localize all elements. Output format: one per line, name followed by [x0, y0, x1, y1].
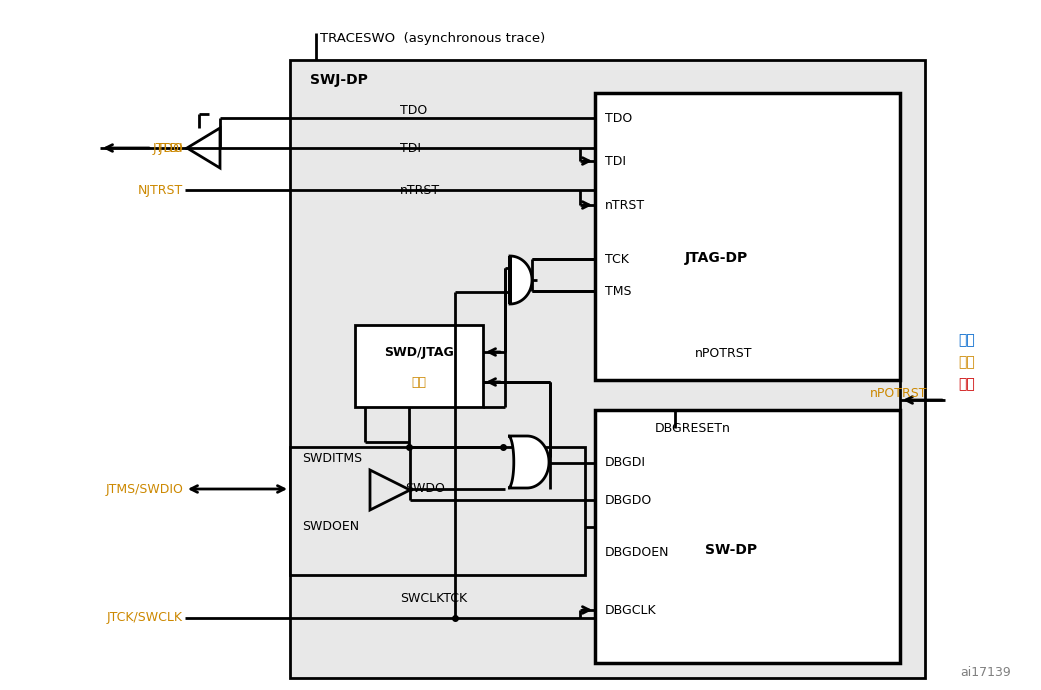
Text: 复位: 复位	[958, 377, 974, 391]
Text: nTRST: nTRST	[605, 199, 645, 212]
Text: JTAG-DP: JTAG-DP	[685, 251, 748, 265]
Text: DBGDOEN: DBGDOEN	[605, 546, 669, 560]
Polygon shape	[508, 436, 549, 488]
Polygon shape	[510, 256, 532, 304]
Text: SWCLKTCK: SWCLKTCK	[400, 591, 467, 604]
Text: 来自: 来自	[958, 333, 974, 347]
Text: nTRST: nTRST	[400, 184, 440, 197]
Text: JTMS/SWDIO: JTMS/SWDIO	[105, 482, 183, 495]
Text: SW-DP: SW-DP	[705, 543, 757, 557]
Bar	[595, 93, 900, 380]
Text: SWDITMS: SWDITMS	[302, 453, 362, 466]
Text: TMS: TMS	[605, 284, 632, 297]
Text: JTDO: JTDO	[152, 141, 183, 155]
Text: SWDO: SWDO	[405, 482, 445, 495]
Text: DBGRESETn: DBGRESETn	[655, 422, 731, 435]
Text: DBGCLK: DBGCLK	[605, 604, 657, 616]
Bar	[290, 447, 585, 575]
Text: ai17139: ai17139	[960, 665, 1011, 678]
Text: SWDOEN: SWDOEN	[302, 520, 359, 533]
Text: nPOTRST: nPOTRST	[695, 346, 753, 359]
Text: JTCK/SWCLK: JTCK/SWCLK	[107, 611, 183, 624]
Bar	[290, 60, 925, 678]
Text: TDO: TDO	[605, 112, 632, 124]
Text: TDI: TDI	[400, 141, 421, 155]
Text: TDO: TDO	[400, 104, 427, 117]
Text: 选择: 选择	[411, 375, 427, 388]
Text: 上电: 上电	[958, 355, 974, 369]
Text: nPOTRST: nPOTRST	[870, 386, 928, 400]
Text: NJTRST: NJTRST	[137, 184, 183, 197]
Text: DBGDO: DBGDO	[605, 493, 653, 506]
Text: DBGDI: DBGDI	[605, 457, 646, 469]
Text: TDI: TDI	[605, 155, 626, 168]
Text: TRACESWO  (asynchronous trace): TRACESWO (asynchronous trace)	[320, 32, 545, 44]
Bar	[355, 325, 483, 407]
Text: JTDI: JTDI	[158, 141, 183, 155]
Bar	[595, 410, 900, 663]
Text: SWD/JTAG: SWD/JTAG	[384, 346, 454, 359]
Text: TCK: TCK	[605, 253, 629, 266]
Text: SWJ-DP: SWJ-DP	[310, 73, 367, 87]
